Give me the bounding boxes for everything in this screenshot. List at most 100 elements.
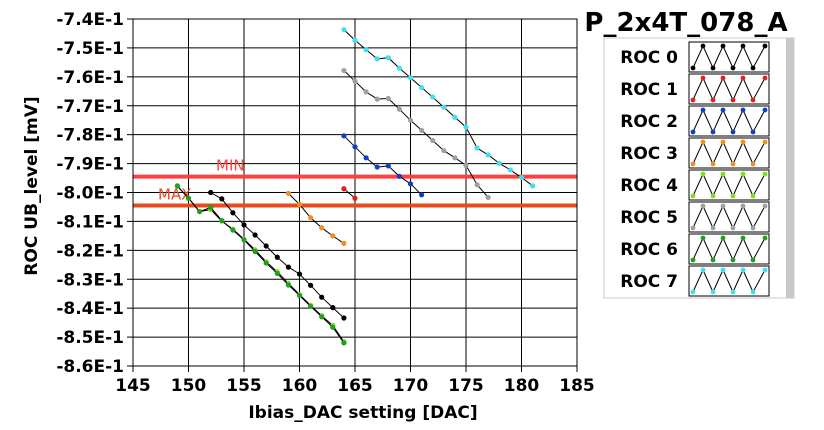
legend-marker xyxy=(730,97,736,103)
legend-marker xyxy=(700,107,706,113)
data-point xyxy=(474,182,480,188)
series-roc-5 xyxy=(341,67,491,201)
legend-marker xyxy=(710,129,716,135)
data-point xyxy=(285,282,291,288)
legend-marker xyxy=(700,235,706,241)
y-tick-label: -8.5E-1 xyxy=(56,328,124,348)
data-point xyxy=(319,225,325,231)
data-point xyxy=(230,227,236,233)
data-point xyxy=(296,292,303,299)
legend-marker xyxy=(710,161,716,167)
data-point xyxy=(441,147,447,154)
data-point xyxy=(518,174,525,181)
data-point xyxy=(363,89,369,95)
y-tick-label: -8.6E-1 xyxy=(56,357,124,377)
y-tick-label: -7.9E-1 xyxy=(56,155,124,175)
legend-line xyxy=(692,236,766,262)
legend-marker xyxy=(740,139,746,145)
data-point xyxy=(330,324,336,330)
legend-marker xyxy=(720,267,726,273)
data-point xyxy=(341,315,347,321)
legend-marker xyxy=(750,65,756,71)
data-point xyxy=(330,304,336,311)
legend-marker xyxy=(710,193,716,199)
legend-label: ROC 4 xyxy=(620,176,678,196)
data-point xyxy=(352,144,358,150)
ref-label-max: MAX xyxy=(158,186,191,204)
legend-label: ROC 2 xyxy=(620,112,678,132)
data-point xyxy=(352,78,358,84)
legend-marker xyxy=(762,43,768,49)
data-point xyxy=(219,217,225,224)
data-point xyxy=(507,167,513,173)
data-point xyxy=(296,271,303,277)
y-tick-label: -8.0E-1 xyxy=(56,184,124,204)
data-point xyxy=(463,124,469,130)
legend-marker xyxy=(720,203,726,209)
data-point xyxy=(385,163,391,169)
y-tick-label: -7.6E-1 xyxy=(56,68,124,88)
legend-marker xyxy=(730,289,736,295)
data-point xyxy=(263,260,269,266)
y-tick-label: -7.8E-1 xyxy=(56,126,124,146)
data-point xyxy=(285,190,291,196)
data-point xyxy=(374,164,380,170)
legend: ROC 0 ROC 1 ROC 2 ROC 3 ROC 4 ROC 5 ROC 6 ROC 7 xyxy=(603,37,795,299)
series-line xyxy=(288,193,345,244)
legend-marker xyxy=(700,139,706,145)
legend-marker xyxy=(720,75,726,81)
data-point xyxy=(341,240,347,246)
data-point xyxy=(530,183,536,189)
legend-marker xyxy=(710,289,716,295)
legend-marker xyxy=(750,289,756,295)
legend-marker xyxy=(762,235,768,241)
y-tick-label: -8.1E-1 xyxy=(56,212,124,232)
data-point xyxy=(430,137,436,144)
data-point xyxy=(308,303,314,310)
legend-marker xyxy=(740,267,746,273)
x-tick-label: 150 xyxy=(171,376,207,396)
data-point xyxy=(419,84,425,91)
legend-marker xyxy=(750,193,756,199)
data-point xyxy=(374,96,380,102)
legend-line xyxy=(692,108,766,134)
data-point xyxy=(407,117,414,123)
legend-marker xyxy=(690,97,696,103)
data-point xyxy=(197,208,203,215)
legend-marker xyxy=(740,75,746,81)
legend-marker xyxy=(762,107,768,113)
legend-label: ROC 6 xyxy=(620,240,678,260)
data-point xyxy=(441,104,447,110)
data-point xyxy=(252,232,258,238)
legend-marker xyxy=(690,193,696,199)
series-roc-4 xyxy=(174,183,347,345)
legend-marker xyxy=(730,257,736,263)
legend-marker xyxy=(690,289,696,295)
x-tick-label: 160 xyxy=(282,376,318,396)
data-point xyxy=(452,114,458,120)
legend-marker xyxy=(740,43,746,49)
legend-marker xyxy=(710,225,716,231)
x-tick-label: 155 xyxy=(226,376,262,396)
series-roc-7 xyxy=(341,27,536,189)
legend-marker xyxy=(700,75,706,81)
data-point xyxy=(463,162,469,168)
x-tick-label: 165 xyxy=(337,376,373,396)
y-tick-label: -7.5E-1 xyxy=(56,39,124,59)
x-tick-label: 175 xyxy=(448,376,484,396)
data-point xyxy=(396,65,402,71)
data-point xyxy=(241,222,247,228)
data-point xyxy=(496,160,502,166)
legend-label: ROC 7 xyxy=(620,272,678,292)
data-point xyxy=(485,152,491,158)
legend-line xyxy=(692,140,766,166)
data-point xyxy=(374,56,380,62)
legend-label: ROC 1 xyxy=(620,80,678,100)
y-axis-label: ROC UB_level [mV] xyxy=(22,96,42,275)
series-roc-6 xyxy=(174,183,347,346)
data-point xyxy=(363,155,369,161)
legend-marker xyxy=(750,129,756,135)
data-point xyxy=(230,210,236,216)
legend-shadow xyxy=(786,38,794,298)
